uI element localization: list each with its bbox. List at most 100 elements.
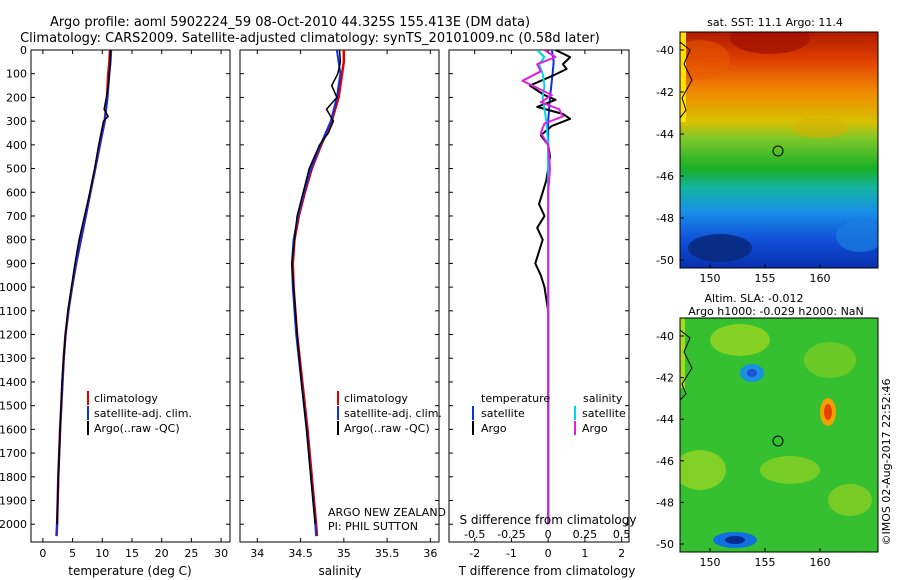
x-top-tick-label: 0.5 (613, 528, 631, 541)
x-top-tick-label: -0.5 (464, 528, 485, 541)
x-top-tick-label: 0.25 (573, 528, 598, 541)
x-tick-label: 0 (545, 547, 552, 560)
annotation-program: ARGO NEW ZEALAND (328, 506, 446, 519)
credit-text: ©IMOS 02-Aug-2017 22:52:46 (880, 379, 893, 546)
map-y-tick-label: -48 (656, 212, 674, 225)
depth-tick-label: 600 (6, 186, 27, 199)
temperature-axes-box (30, 49, 231, 543)
map-x-tick-label: 155 (755, 556, 776, 569)
depth-tick-label: 300 (6, 115, 27, 128)
map-y-tick-label: -46 (656, 455, 674, 468)
series-line-argo (56, 50, 112, 525)
x-tick-label: 5 (69, 547, 76, 560)
map-y-tick-label: -44 (656, 128, 674, 141)
series-line-argo (291, 50, 342, 525)
x-tick-label: 35 (337, 547, 351, 560)
title-line-1: Argo profile: aoml 5902224_59 08-Oct-201… (50, 15, 530, 30)
x-tick-label: 30 (214, 547, 228, 560)
map-x-tick-label: 160 (810, 272, 831, 285)
difference-panel: -2 -1 0 1 2 -0.5 -0.25 0 0.25 0.5 T difference fr… (448, 49, 637, 578)
x-tick-label: -1 (506, 547, 517, 560)
sst-map-ticks: -40 -42 -44 -46 -48 -50 150 155 160 (656, 44, 830, 285)
depth-tick-label: 1500 (0, 400, 27, 413)
sst-map-title: sat. SST: 11.1 Argo: 11.4 (707, 16, 843, 29)
map-x-tick-label: 155 (755, 272, 776, 285)
map-x-tick-label: 150 (700, 556, 721, 569)
sla-map-title-2: Argo h1000: -0.029 h2000: NaN (688, 305, 864, 318)
difference-legend: temperature salinity satellite Argo sate… (472, 392, 626, 435)
salinity-legend: climatology satellite-adj. clim. Argo(..… (337, 391, 442, 435)
x-tick-label: 35.5 (375, 547, 400, 560)
x-tick-label: 2 (618, 547, 625, 560)
depth-tick-label: 100 (6, 68, 27, 81)
legend-label-argo: Argo(..raw -QC) (344, 422, 430, 435)
sla-map-ticks: -40 -42 -44 -46 -48 -50 150 155 160 (656, 330, 830, 569)
x-tick-label: 25 (184, 547, 198, 560)
legend-label-argo: Argo(..raw -QC) (94, 422, 180, 435)
depth-tick-label: 800 (6, 234, 27, 247)
legend-title-temperature: temperature (481, 392, 550, 405)
sla-map-frame (679, 317, 879, 553)
map-y-tick-label: -50 (656, 538, 674, 551)
legend-label-t-argo: Argo (481, 422, 507, 435)
x-tick-label: -2 (469, 547, 480, 560)
x-tick-label: 1 (581, 547, 588, 560)
depth-tick-label: 700 (6, 210, 27, 223)
sla-argo-marker (772, 435, 784, 447)
title-line-2: Climatology: CARS2009. Satellite-adjuste… (20, 31, 600, 46)
depth-tick-label: 1700 (0, 447, 27, 460)
depth-tick-label: 0 (20, 44, 27, 57)
salinity-axes-box (239, 49, 440, 543)
map-y-tick-label: -44 (656, 413, 674, 426)
map-y-tick-label: -48 (656, 496, 674, 509)
difference-x-ticks: -2 -1 0 1 2 -0.5 -0.25 0 0.25 0.5 (449, 49, 631, 560)
legend-label-s-satellite: satellite (582, 407, 626, 420)
depth-tick-label: 1800 (0, 471, 27, 484)
temperature-legend: climatology satellite-adj. clim. Argo(..… (87, 391, 192, 435)
depth-axis: 0 100 200 300 400 500 600 700 800 900 1000 1100 1200… (0, 44, 27, 531)
map-y-tick-label: -40 (656, 330, 674, 343)
x-tick-label: 34 (250, 547, 264, 560)
salinity-xlabel: salinity (318, 564, 361, 578)
temperature-x-ticks: 0 5 10 15 20 25 30 (31, 49, 230, 560)
map-x-tick-label: 160 (810, 556, 831, 569)
depth-tick-label: 1600 (0, 423, 27, 436)
depth-tick-label: 1000 (0, 281, 27, 294)
series-line-s-argo (521, 50, 564, 525)
sst-map: sat. SST: 11.1 Argo: 11.4 -40 -42 -44 -46 -4… (656, 16, 879, 285)
map-y-tick-label: -40 (656, 44, 674, 57)
legend-label-satellite: satellite-adj. clim. (344, 407, 442, 420)
sst-map-frame (679, 31, 879, 269)
legend-label-climatology: climatology (94, 392, 158, 405)
sla-map: Altim. SLA: -0.012 Argo h1000: -0.029 h2… (656, 292, 879, 569)
sla-field (680, 318, 878, 552)
depth-tick-label: 2000 (0, 518, 27, 531)
x-top-tick-label: -0.25 (497, 528, 525, 541)
depth-tick-label: 400 (6, 139, 27, 152)
map-y-tick-label: -46 (656, 170, 674, 183)
legend-title-salinity: salinity (583, 392, 623, 405)
x-tick-label: 34.5 (288, 547, 313, 560)
map-y-tick-label: -50 (656, 254, 674, 267)
x-tick-label: 15 (125, 547, 139, 560)
difference-lines (521, 50, 572, 525)
depth-tick-label: 1400 (0, 376, 27, 389)
depth-tick-label: 1300 (0, 352, 27, 365)
depth-tick-label: 200 (6, 91, 27, 104)
depth-tick-label: 1900 (0, 495, 27, 508)
legend-label-t-satellite: satellite (481, 407, 525, 420)
depth-tick-label: 1100 (0, 305, 27, 318)
sst-field (680, 32, 878, 268)
salinity-lines (290, 50, 346, 537)
legend-label-satellite: satellite-adj. clim. (94, 407, 192, 420)
temperature-panel: 0 5 10 15 20 25 30 temperature (deg C) climato… (30, 49, 231, 578)
temperature-lines (55, 50, 113, 537)
depth-tick-label: 1200 (0, 329, 27, 342)
difference-xlabel-top: S difference from climatology (460, 513, 637, 527)
sla-map-title-1: Altim. SLA: -0.012 (704, 292, 803, 305)
map-y-tick-label: -42 (656, 86, 674, 99)
difference-axes-box (448, 49, 630, 543)
x-tick-label: 36 (423, 547, 437, 560)
salinity-panel: 34 34.5 35 35.5 36 salinity climatology sate… (239, 49, 446, 578)
